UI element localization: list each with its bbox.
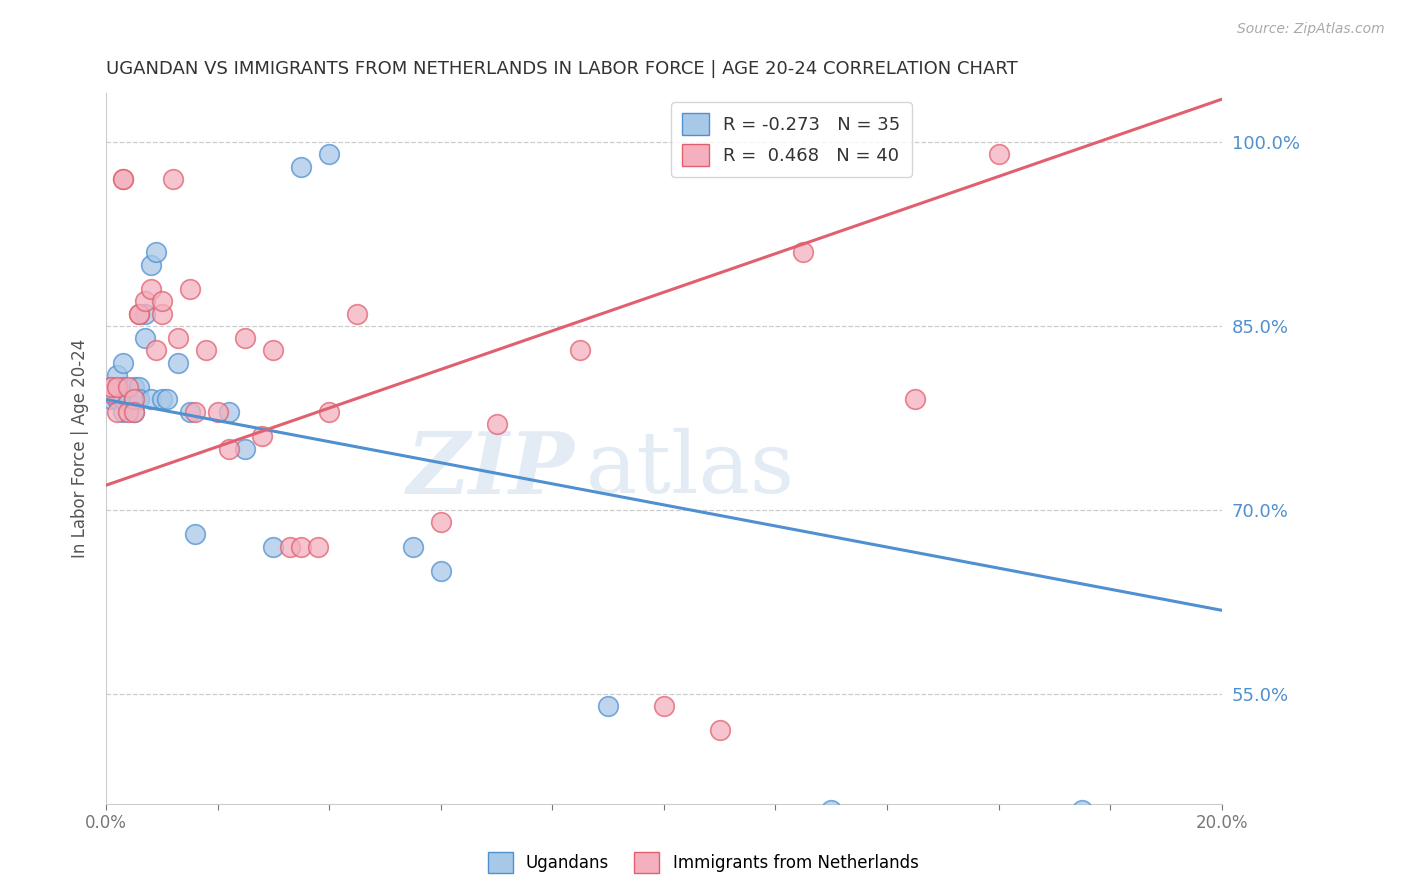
Point	[598, 698, 620, 713]
Point	[128, 307, 150, 321]
Point	[402, 540, 425, 554]
Point	[100, 392, 122, 407]
Point	[904, 392, 927, 407]
Point	[139, 282, 162, 296]
Text: ZIP: ZIP	[406, 428, 575, 512]
Point	[122, 392, 145, 407]
Point	[318, 405, 340, 419]
Point	[290, 540, 312, 554]
Point	[122, 405, 145, 419]
Point	[709, 723, 731, 738]
Point	[111, 172, 134, 186]
Point	[150, 294, 173, 309]
Point	[100, 380, 122, 394]
Point	[569, 343, 592, 358]
Point	[290, 160, 312, 174]
Point	[307, 540, 329, 554]
Point	[235, 331, 257, 345]
Point	[162, 172, 184, 186]
Point	[218, 442, 240, 456]
Point	[100, 380, 122, 394]
Point	[167, 356, 190, 370]
Legend: Ugandans, Immigrants from Netherlands: Ugandans, Immigrants from Netherlands	[481, 846, 925, 880]
Point	[987, 147, 1010, 161]
Point	[100, 386, 122, 401]
Point	[156, 392, 179, 407]
Point	[195, 343, 218, 358]
Point	[122, 380, 145, 394]
Point	[150, 307, 173, 321]
Point	[145, 343, 167, 358]
Legend: R = -0.273   N = 35, R =  0.468   N = 40: R = -0.273 N = 35, R = 0.468 N = 40	[671, 102, 911, 177]
Point	[139, 258, 162, 272]
Point	[105, 380, 128, 394]
Point	[145, 245, 167, 260]
Point	[139, 392, 162, 407]
Point	[122, 392, 145, 407]
Point	[346, 307, 368, 321]
Point	[134, 331, 156, 345]
Point	[218, 405, 240, 419]
Y-axis label: In Labor Force | Age 20-24: In Labor Force | Age 20-24	[72, 339, 89, 558]
Point	[117, 405, 139, 419]
Point	[117, 392, 139, 407]
Point	[134, 307, 156, 321]
Point	[128, 392, 150, 407]
Point	[792, 245, 814, 260]
Point	[262, 540, 284, 554]
Point	[278, 540, 301, 554]
Point	[167, 331, 190, 345]
Point	[105, 368, 128, 382]
Point	[117, 380, 139, 394]
Point	[111, 172, 134, 186]
Point	[485, 417, 508, 431]
Point	[111, 392, 134, 407]
Point	[179, 405, 201, 419]
Point	[262, 343, 284, 358]
Point	[184, 527, 207, 541]
Text: atlas: atlas	[586, 428, 794, 511]
Point	[820, 803, 842, 817]
Point	[122, 405, 145, 419]
Point	[1071, 803, 1094, 817]
Point	[111, 405, 134, 419]
Point	[111, 356, 134, 370]
Point	[128, 307, 150, 321]
Point	[134, 294, 156, 309]
Point	[235, 442, 257, 456]
Point	[184, 405, 207, 419]
Point	[105, 392, 128, 407]
Point	[150, 392, 173, 407]
Point	[105, 405, 128, 419]
Point	[318, 147, 340, 161]
Point	[429, 515, 451, 529]
Point	[111, 380, 134, 394]
Point	[128, 380, 150, 394]
Text: UGANDAN VS IMMIGRANTS FROM NETHERLANDS IN LABOR FORCE | AGE 20-24 CORRELATION CH: UGANDAN VS IMMIGRANTS FROM NETHERLANDS I…	[105, 60, 1018, 78]
Point	[250, 429, 273, 443]
Point	[207, 405, 229, 419]
Point	[429, 564, 451, 578]
Point	[117, 392, 139, 407]
Point	[652, 698, 675, 713]
Point	[179, 282, 201, 296]
Text: Source: ZipAtlas.com: Source: ZipAtlas.com	[1237, 22, 1385, 37]
